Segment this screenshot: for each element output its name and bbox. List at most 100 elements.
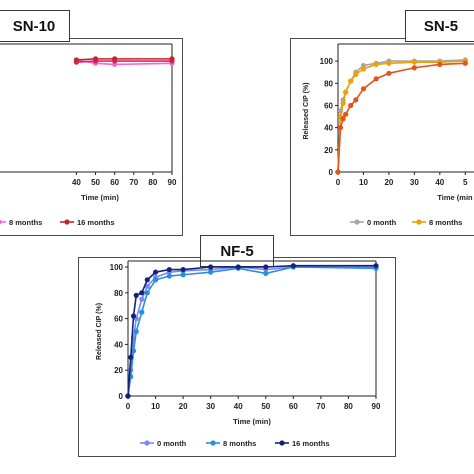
data-point — [386, 70, 392, 76]
x-axis-title: Time (min — [437, 193, 473, 202]
data-point — [139, 296, 145, 302]
data-point — [343, 89, 349, 95]
data-point — [152, 277, 159, 283]
y-tick-label: 80 — [114, 289, 123, 298]
legend-swatch-marker — [210, 440, 216, 446]
data-point — [208, 264, 214, 270]
data-point — [139, 309, 145, 315]
data-point — [144, 290, 150, 296]
x-tick-label: 0 — [126, 402, 131, 411]
legend-label: 0 month — [367, 218, 397, 227]
legend-swatch-marker — [416, 219, 422, 225]
data-point — [139, 290, 145, 296]
series-line — [337, 60, 466, 173]
y-tick-label: 0 — [329, 168, 334, 177]
data-point — [360, 66, 367, 72]
panel-sn5-frame — [290, 38, 474, 236]
data-point — [337, 125, 344, 131]
x-tick-label: 90 — [372, 402, 381, 411]
data-point — [263, 264, 269, 270]
x-tick-label: 80 — [148, 178, 157, 187]
x-tick-label: 60 — [289, 402, 298, 411]
sn5-title: SN-5 — [423, 17, 459, 35]
data-point — [144, 283, 150, 289]
data-point — [348, 102, 354, 109]
data-point — [290, 263, 296, 269]
data-point — [462, 60, 468, 66]
x-tick-label: 90 — [168, 178, 177, 187]
data-point — [263, 270, 269, 277]
x-tick-label: 20 — [384, 178, 393, 187]
series-line — [76, 58, 172, 61]
y-tick-label: 60 — [114, 315, 123, 324]
series-line — [337, 62, 466, 173]
legend-label: 8 months — [223, 439, 256, 448]
x-tick-label: 5 — [463, 178, 468, 187]
data-point — [373, 263, 379, 269]
data-point — [180, 266, 186, 273]
legend-swatch-marker — [354, 219, 360, 225]
legend-swatch-marker — [64, 219, 70, 225]
data-point — [353, 97, 359, 103]
data-point — [133, 292, 139, 298]
x-tick-label: 10 — [359, 178, 368, 187]
data-point — [144, 277, 150, 283]
nf5-title: NF-5 — [220, 242, 254, 260]
y-axis-title: Released CIP (%) — [303, 82, 310, 139]
x-tick-label: 40 — [435, 178, 444, 187]
chart-sn10: 40 50 60 70 80 90 Time (min) 8 months 16 months — [0, 43, 177, 227]
data-point — [235, 264, 241, 270]
x-tick-label: 60 — [110, 178, 119, 187]
data-point — [208, 269, 214, 275]
legend-label: 0 month — [157, 439, 187, 448]
data-point — [152, 269, 159, 275]
x-tick-label: 50 — [261, 402, 270, 411]
legend-swatch-marker — [279, 440, 285, 446]
y-tick-label: 80 — [324, 79, 333, 88]
data-point — [92, 56, 99, 62]
data-point — [166, 266, 172, 273]
data-point — [340, 116, 346, 122]
x-tick-label: 30 — [410, 178, 419, 187]
x-tick-label: 10 — [151, 402, 160, 411]
x-tick-label: 20 — [179, 402, 188, 411]
data-point — [112, 56, 118, 62]
data-point — [130, 348, 137, 354]
sn10-title-box: SN-10 — [0, 10, 70, 42]
chart-nf5: 0 10 20 30 40 50 60 70 80 90 0 20 40 60 80 100 Time (min… — [96, 260, 381, 448]
data-point — [130, 313, 137, 319]
y-tick-label: 100 — [320, 57, 334, 66]
y-axis-title: Released CIP (%) — [96, 303, 103, 360]
data-point — [373, 61, 379, 68]
legend-label: 8 months — [9, 218, 42, 227]
y-tick-label: 0 — [119, 392, 124, 401]
legend-label: 16 months — [292, 439, 330, 448]
data-point — [373, 76, 379, 82]
data-point — [340, 100, 346, 106]
x-tick-label: 40 — [72, 178, 81, 187]
x-axis-title: Time (min) — [81, 193, 119, 202]
y-tick-label: 20 — [324, 146, 333, 155]
data-point — [335, 169, 341, 175]
data-point — [386, 60, 392, 66]
data-point — [166, 273, 172, 279]
sn5-title-box: SN-5 — [405, 10, 474, 42]
data-point — [343, 111, 349, 117]
data-point — [73, 57, 80, 63]
x-tick-label: 40 — [234, 402, 243, 411]
x-tick-label: 70 — [316, 402, 325, 411]
series-line — [127, 266, 377, 397]
data-point — [180, 272, 186, 278]
nf5-title-box: NF-5 — [200, 235, 274, 267]
x-tick-label: 50 — [91, 178, 100, 187]
data-point — [348, 78, 354, 84]
legend-label: 16 months — [77, 218, 115, 227]
legend-swatch-marker — [144, 440, 150, 446]
data-point — [169, 56, 175, 62]
y-tick-label: 100 — [110, 263, 124, 272]
series-line — [76, 60, 172, 63]
series-line — [127, 264, 376, 397]
y-tick-label: 40 — [324, 124, 333, 133]
sn10-title: SN-10 — [12, 17, 56, 35]
